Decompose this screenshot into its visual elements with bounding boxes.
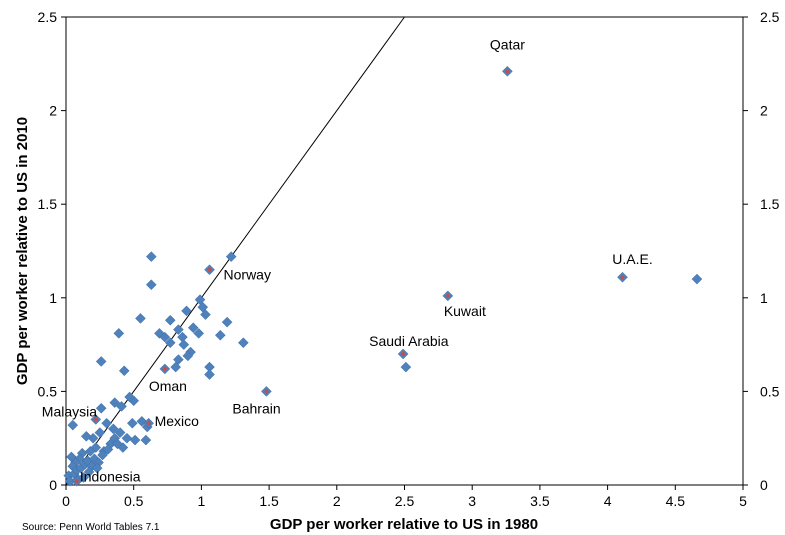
highlighted-point-marker — [93, 416, 99, 423]
data-point — [109, 397, 121, 408]
x-tick-label: 3 — [468, 493, 476, 509]
highlighted-point-marker — [445, 293, 451, 299]
data-point — [108, 423, 119, 435]
country-label: Qatar — [490, 36, 525, 52]
country-label: Norway — [224, 267, 271, 283]
country-label: U.A.E. — [612, 251, 652, 267]
data-point — [101, 417, 112, 429]
data-point — [691, 273, 703, 285]
country-label: Oman — [149, 378, 187, 394]
y-tick-label-left: 2.5 — [38, 9, 58, 25]
data-point — [193, 328, 205, 339]
highlighted-point-marker — [162, 366, 168, 372]
data-point — [95, 356, 107, 367]
data-point — [113, 328, 125, 339]
data-point — [112, 438, 123, 450]
data-point — [164, 337, 176, 349]
data-point — [97, 449, 108, 461]
data-point — [102, 444, 114, 455]
data-point — [200, 309, 211, 321]
data-point — [126, 417, 138, 429]
data-point — [145, 251, 157, 262]
x-tick-label: 3.5 — [530, 493, 550, 509]
data-point — [121, 432, 133, 444]
y-tick-label-right: 2 — [760, 103, 768, 119]
data-point — [116, 401, 127, 412]
y-tick-label-left: 1 — [49, 290, 57, 306]
data-point — [159, 331, 171, 343]
source-note: Source: Penn World Tables 7.1 — [22, 522, 160, 533]
data-point — [66, 451, 77, 463]
data-point — [114, 427, 126, 438]
x-tick-label: 1.5 — [259, 493, 279, 509]
highlighted-point-marker — [263, 388, 269, 394]
axes-layer: 0 0.5 1 1.5 2 2.5 3 3.5 4 4.5 50 00.5 0.51 11.5 1.52 22… — [38, 9, 780, 509]
data-point — [170, 361, 182, 373]
x-tick-label: 0 — [62, 493, 70, 509]
data-point — [238, 337, 249, 349]
y-tick-label-left: 1.5 — [38, 196, 58, 212]
x-tick-label: 1 — [198, 493, 206, 509]
x-tick-label: 4 — [604, 493, 612, 509]
data-point — [145, 279, 157, 291]
x-tick-label: 2 — [333, 493, 341, 509]
data-point — [80, 430, 92, 442]
data-point — [187, 322, 199, 334]
data-point — [204, 369, 215, 380]
data-point — [178, 339, 190, 350]
annotations-layer: Qatar U.A.E. Kuwait Saudi Arabia Norway Oman B… — [42, 36, 653, 484]
data-point — [67, 419, 79, 431]
data-point — [181, 305, 192, 317]
country-label: Malaysia — [42, 403, 97, 419]
data-point — [215, 329, 226, 341]
data-point — [400, 361, 412, 373]
x-tick-label: 2.5 — [395, 493, 415, 509]
data-point — [173, 324, 184, 335]
country-label: Mexico — [155, 413, 200, 429]
data-point — [135, 313, 146, 324]
y-tick-label-left: 2 — [49, 103, 57, 119]
data-point — [225, 251, 237, 262]
y-tick-label-left: 0.5 — [38, 383, 58, 399]
highlighted-point-marker — [504, 68, 511, 74]
y-tick-label-right: 1.5 — [760, 196, 780, 212]
country-label: Indonesia — [80, 468, 141, 484]
y-tick-label-right: 2.5 — [760, 9, 780, 25]
x-tick-label: 0.5 — [124, 493, 144, 509]
highlighted-point-marker — [619, 274, 626, 280]
country-label: Kuwait — [444, 303, 486, 319]
highlighted-point-marker — [400, 351, 406, 357]
x-axis-title: GDP per worker relative to US in 1980 — [270, 516, 538, 533]
highlighted-point-marker — [74, 478, 80, 484]
country-label: Bahrain — [232, 400, 280, 416]
highlighted-point-marker — [206, 267, 213, 273]
y-tick-label-right: 0 — [760, 477, 768, 493]
points-layer — [63, 65, 703, 487]
data-point — [85, 445, 96, 457]
y-tick-label-right: 1 — [760, 290, 768, 306]
y-tick-label-left: 0 — [49, 477, 57, 493]
data-point — [182, 350, 194, 362]
y-axis-title: GDP per worker relative to US in 2010 — [14, 117, 31, 385]
x-tick-label: 5 — [739, 493, 747, 509]
data-point — [221, 316, 233, 328]
y-tick-label-right: 0.5 — [760, 383, 780, 399]
data-point — [164, 314, 176, 326]
data-point — [94, 427, 106, 438]
data-point — [95, 402, 107, 414]
highlighted-point-marker — [145, 420, 152, 426]
data-point — [91, 462, 103, 474]
data-point — [129, 434, 141, 446]
x-tick-label: 4.5 — [666, 493, 686, 509]
country-label: Saudi Arabia — [369, 333, 449, 349]
data-point — [124, 391, 135, 403]
data-point — [83, 466, 95, 478]
data-point — [140, 434, 152, 446]
data-point — [118, 365, 130, 377]
